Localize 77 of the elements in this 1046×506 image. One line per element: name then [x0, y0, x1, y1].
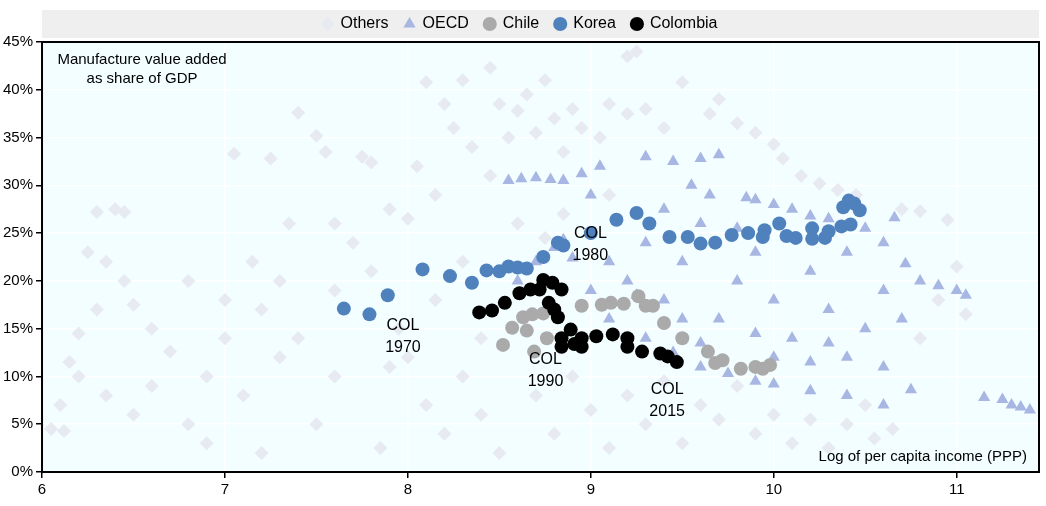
x-tick-label: 7 — [220, 480, 230, 498]
point — [496, 337, 511, 352]
legend-label: Korea — [573, 14, 617, 32]
point — [741, 226, 756, 241]
point — [336, 301, 351, 316]
point — [505, 320, 520, 335]
y-axis-title: Manufacture value added as share of GDP — [57, 49, 227, 86]
y-tick-label: 10% — [2, 366, 34, 384]
point — [497, 295, 512, 310]
point — [733, 361, 748, 376]
y-tick-label: 5% — [11, 414, 34, 432]
point — [362, 307, 377, 322]
point — [605, 327, 620, 342]
point — [616, 296, 631, 311]
point — [675, 331, 690, 346]
x-axis-title: Log of per capita income (PPP) — [818, 446, 1027, 464]
point — [479, 263, 494, 278]
point — [715, 353, 730, 368]
point — [539, 331, 554, 346]
y-tick-label: 30% — [2, 175, 34, 193]
y-tick-label: 40% — [2, 79, 34, 97]
point — [772, 216, 787, 231]
point — [380, 288, 395, 303]
point — [556, 238, 571, 253]
point — [693, 236, 708, 251]
point — [788, 230, 803, 245]
point — [609, 212, 624, 227]
annotation: COL 1970 — [385, 315, 421, 355]
y-tick-label: 20% — [2, 271, 34, 289]
point — [563, 322, 578, 337]
point — [589, 329, 604, 344]
point — [550, 310, 565, 325]
point — [680, 229, 695, 244]
y-tick-label: 35% — [2, 127, 34, 145]
annotation: COL 1990 — [527, 350, 564, 390]
point — [442, 269, 457, 284]
legend-label: Chile — [502, 14, 540, 32]
point — [656, 315, 671, 330]
point — [519, 261, 534, 276]
point — [662, 229, 677, 244]
point — [574, 298, 589, 313]
x-tick-label: 6 — [37, 480, 47, 498]
y-tick-label: 15% — [2, 318, 34, 336]
point — [415, 262, 430, 277]
point — [757, 223, 772, 238]
legend-label: Others — [340, 14, 389, 32]
x-tick-label: 9 — [586, 480, 595, 498]
point — [603, 295, 618, 310]
point — [519, 323, 534, 338]
point — [635, 344, 650, 359]
annotation: COL 2015 — [649, 380, 686, 420]
point — [629, 206, 644, 221]
legend-label: Colombia — [649, 14, 718, 32]
point — [536, 250, 551, 264]
x-tick-label: 10 — [765, 480, 783, 498]
legend-label: OECD — [422, 14, 469, 32]
point — [700, 344, 715, 359]
point — [708, 235, 723, 250]
point — [821, 224, 836, 239]
point — [724, 228, 739, 243]
point — [669, 355, 684, 370]
point — [554, 282, 569, 297]
point — [642, 216, 657, 231]
y-tick-label: 0% — [11, 462, 34, 480]
point — [472, 305, 487, 320]
point — [763, 357, 778, 372]
x-tick-label: 8 — [403, 480, 413, 498]
point — [843, 217, 858, 232]
point — [852, 203, 867, 218]
point — [631, 289, 646, 304]
point — [464, 275, 479, 290]
y-tick-label: 25% — [2, 223, 34, 241]
point — [805, 221, 820, 236]
point — [512, 286, 527, 301]
x-tick-label: 11 — [948, 480, 965, 498]
y-tick-label: 45% — [2, 32, 34, 50]
point — [485, 303, 500, 318]
